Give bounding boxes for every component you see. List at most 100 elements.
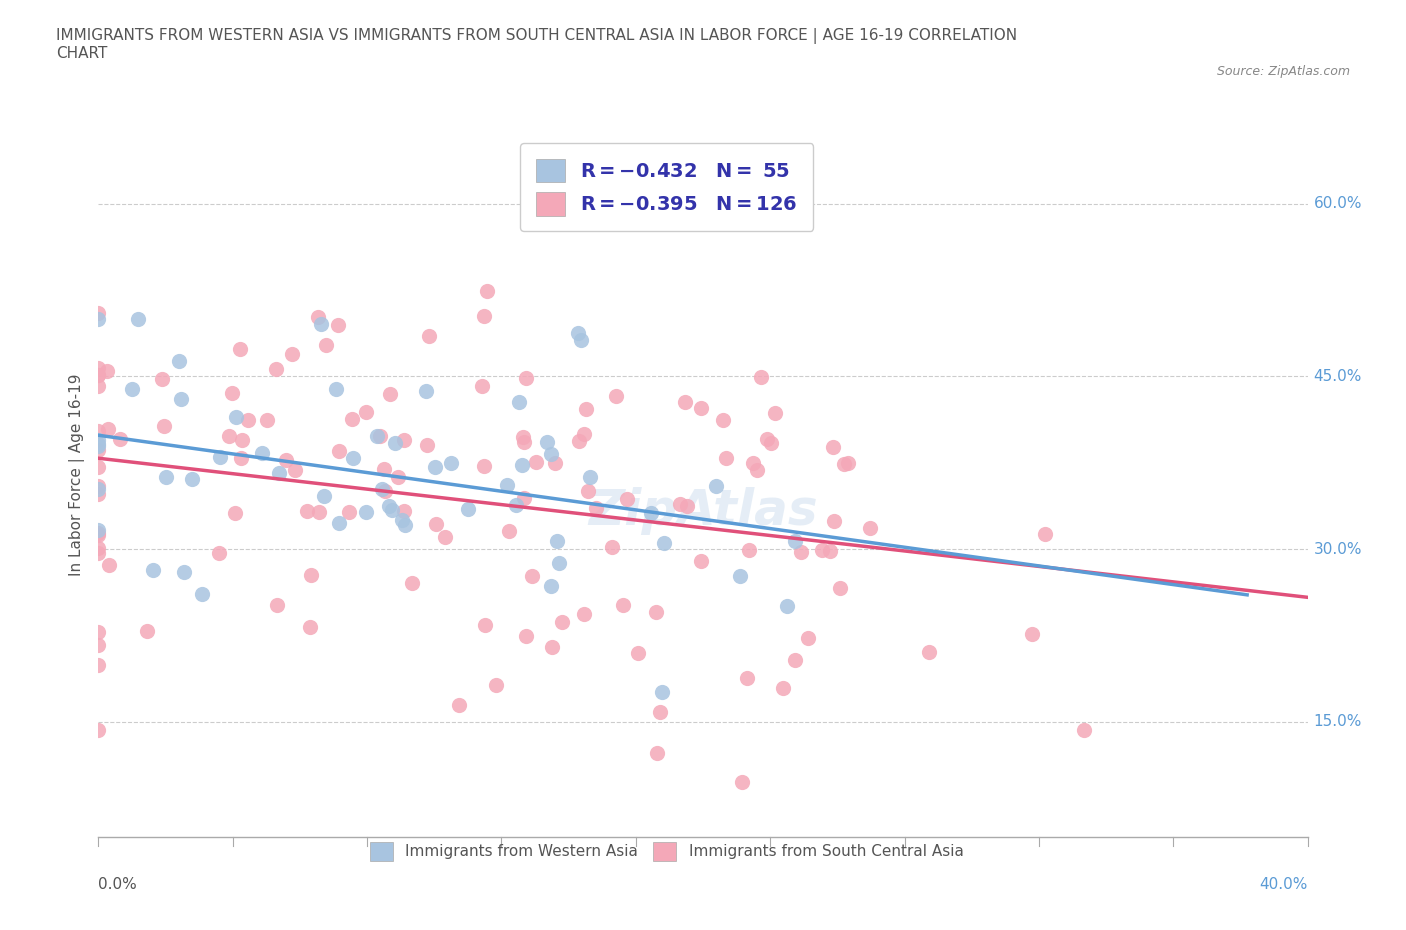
Point: [152, 418, 174, 433]
Text: 15.0%: 15.0%: [1313, 714, 1362, 729]
Point: [173, 565, 195, 579]
Point: [136, 624, 159, 639]
Point: [498, 524, 520, 538]
Point: [328, 515, 350, 530]
Point: [256, 412, 278, 427]
Point: [508, 394, 530, 409]
Text: 45.0%: 45.0%: [1313, 369, 1362, 384]
Point: [87, 540, 110, 555]
Point: [284, 462, 307, 477]
Point: [418, 328, 440, 343]
Point: [515, 629, 537, 644]
Point: [579, 470, 602, 485]
Text: ZipAtlas: ZipAtlas: [588, 486, 818, 535]
Point: [495, 477, 517, 492]
Point: [281, 347, 304, 362]
Point: [756, 432, 779, 446]
Point: [325, 381, 347, 396]
Point: [87, 312, 110, 326]
Point: [87, 437, 110, 452]
Point: [328, 444, 350, 458]
Point: [392, 503, 415, 518]
Point: [472, 309, 495, 324]
Point: [515, 370, 537, 385]
Point: [384, 435, 406, 450]
Point: [520, 569, 543, 584]
Point: [391, 513, 413, 528]
Legend: Immigrants from Western Asia, Immigrants from South Central Asia: Immigrants from Western Asia, Immigrants…: [359, 830, 976, 873]
Point: [416, 438, 439, 453]
Point: [225, 410, 247, 425]
Point: [585, 501, 607, 516]
Point: [713, 412, 735, 427]
Point: [87, 424, 110, 439]
Point: [668, 497, 690, 512]
Point: [440, 456, 463, 471]
Point: [218, 429, 240, 444]
Point: [191, 587, 214, 602]
Point: [648, 705, 671, 720]
Point: [87, 638, 110, 653]
Point: [654, 536, 676, 551]
Point: [546, 533, 568, 548]
Point: [689, 553, 711, 568]
Point: [474, 618, 496, 632]
Point: [87, 479, 110, 494]
Point: [783, 534, 806, 549]
Point: [266, 597, 288, 612]
Point: [797, 631, 820, 645]
Point: [735, 671, 758, 685]
Point: [87, 432, 110, 447]
Point: [264, 362, 287, 377]
Point: [475, 284, 498, 299]
Point: [1021, 627, 1043, 642]
Point: [378, 498, 401, 513]
Point: [830, 580, 852, 595]
Point: [485, 678, 508, 693]
Point: [714, 451, 737, 466]
Point: [97, 421, 120, 436]
Point: [96, 364, 118, 379]
Point: [87, 527, 110, 542]
Point: [569, 333, 592, 348]
Point: [540, 447, 562, 462]
Point: [704, 479, 727, 494]
Text: IMMIGRANTS FROM WESTERN ASIA VS IMMIGRANTS FROM SOUTH CENTRAL ASIA IN LABOR FORC: IMMIGRANTS FROM WESTERN ASIA VS IMMIGRAN…: [56, 28, 1018, 61]
Point: [818, 544, 841, 559]
Point: [605, 388, 627, 403]
Point: [309, 316, 332, 331]
Point: [474, 458, 496, 473]
Point: [544, 456, 567, 471]
Point: [645, 604, 668, 619]
Point: [354, 405, 377, 419]
Point: [425, 459, 447, 474]
Point: [308, 504, 330, 519]
Point: [574, 426, 596, 441]
Point: [785, 653, 807, 668]
Point: [127, 312, 149, 326]
Point: [299, 619, 322, 634]
Point: [87, 443, 110, 458]
Point: [180, 472, 202, 486]
Point: [87, 486, 110, 501]
Point: [676, 498, 699, 513]
Point: [689, 400, 711, 415]
Point: [152, 371, 174, 386]
Point: [87, 723, 110, 737]
Point: [524, 454, 547, 469]
Point: [447, 698, 470, 712]
Point: [673, 394, 696, 409]
Point: [568, 434, 591, 449]
Point: [457, 501, 479, 516]
Point: [98, 558, 121, 573]
Point: [392, 432, 415, 447]
Point: [373, 461, 395, 476]
Point: [810, 542, 832, 557]
Point: [859, 521, 882, 536]
Point: [366, 429, 388, 444]
Point: [87, 525, 110, 540]
Point: [401, 576, 423, 591]
Point: [229, 450, 252, 465]
Point: [749, 369, 772, 384]
Point: [374, 484, 396, 498]
